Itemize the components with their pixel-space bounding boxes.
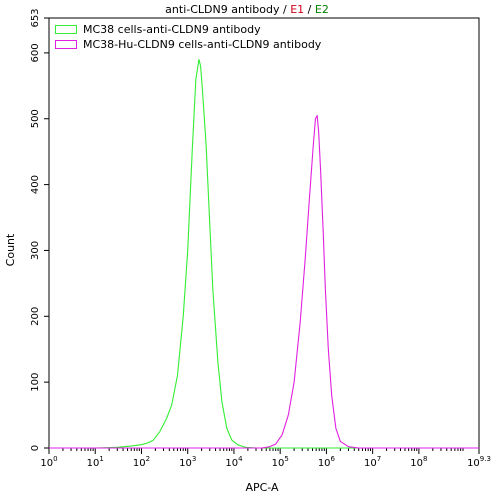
y-tick-label: 300 — [30, 241, 41, 260]
title-sep-1: / — [279, 3, 291, 16]
legend-label-mc38-hu-cldn9: MC38-Hu-CLDN9 cells-anti-CLDN9 antibody — [83, 38, 322, 51]
y-tick-label: 500 — [30, 109, 41, 128]
plot-frame — [48, 17, 480, 449]
y-tick-label: 200 — [30, 307, 41, 326]
y-tick-label: 100 — [30, 373, 41, 392]
x-tick-label: 107 — [364, 455, 381, 469]
title-main: anti-CLDN9 antibody — [165, 3, 280, 16]
legend-swatch-mc38 — [55, 25, 77, 34]
title-e2: E2 — [314, 3, 329, 16]
chart-title: anti-CLDN9 antibody / E1 / E2 — [0, 3, 494, 16]
legend-label-mc38: MC38 cells-anti-CLDN9 antibody — [83, 23, 261, 36]
legend-entry-mc38: MC38 cells-anti-CLDN9 antibody — [55, 22, 321, 37]
x-tick-label: 106 — [318, 455, 336, 469]
title-sep-2: / — [304, 3, 315, 16]
x-tick-label: 100 — [40, 455, 57, 469]
series-line-mc38-hu-cldn9 — [49, 114, 479, 449]
x-tick-label: 101 — [87, 455, 104, 469]
y-axis-label: Count — [4, 233, 17, 267]
x-axis-label: APC-A — [245, 481, 279, 494]
legend-entry-mc38-hu-cldn9: MC38-Hu-CLDN9 cells-anti-CLDN9 antibody — [55, 37, 321, 52]
x-tick-label: 104 — [225, 455, 243, 469]
y-tick-label: 400 — [30, 175, 41, 194]
legend: MC38 cells-anti-CLDN9 antibody MC38-Hu-C… — [55, 22, 321, 52]
x-tick-label: 109.3 — [467, 455, 491, 469]
title-e1: E1 — [290, 3, 305, 16]
y-tick-label: 0 — [30, 445, 41, 451]
legend-swatch-mc38-hu-cldn9 — [55, 40, 77, 49]
series-line-mc38 — [49, 58, 479, 449]
x-tick-label: 102 — [133, 455, 150, 469]
x-tick-label: 105 — [272, 455, 289, 469]
y-tick-label: 600 — [30, 43, 41, 62]
y-tick-label: 653 — [30, 8, 41, 27]
x-tick-label: 103 — [179, 455, 196, 469]
x-tick-label: 108 — [410, 455, 427, 469]
